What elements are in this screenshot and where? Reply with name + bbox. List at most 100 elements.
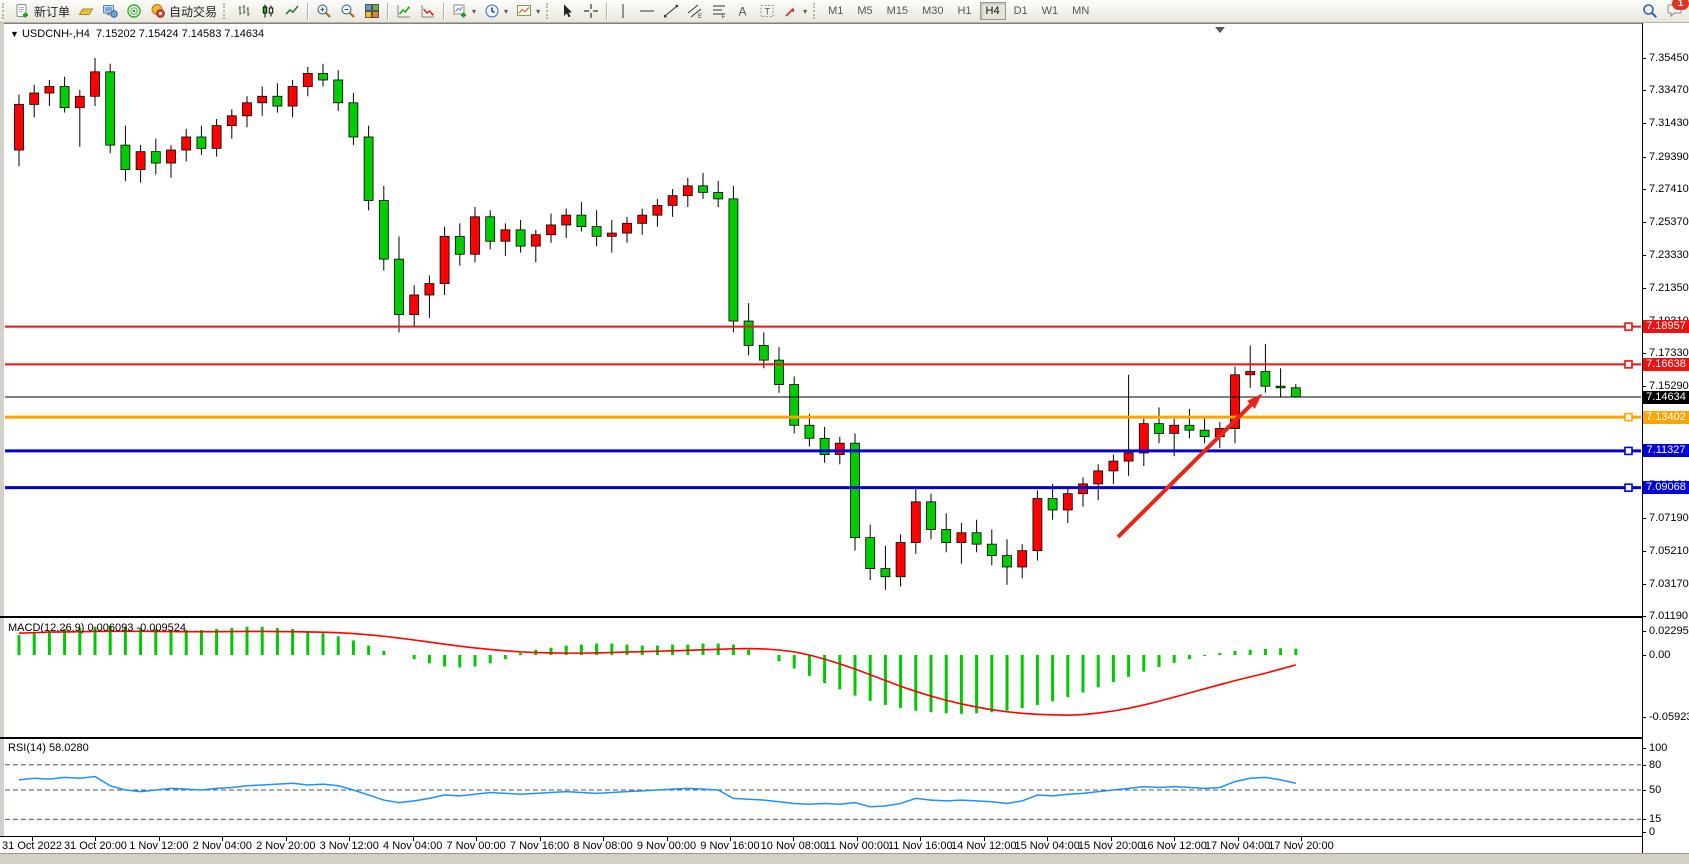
cursor-tool-button[interactable] (555, 1, 579, 21)
price-tick-label: 7.33470 (1649, 84, 1689, 97)
macd-tick-label: 0.022957 (1649, 625, 1689, 638)
toolbar-grip[interactable] (2, 3, 7, 19)
candle (485, 210, 496, 250)
new-chart-button[interactable]: ▾ (448, 1, 480, 21)
profiles-button[interactable]: ▾ (512, 1, 544, 21)
price-tick-label: 7.21350 (1649, 281, 1689, 294)
timeframe-D1[interactable]: D1 (1013, 5, 1028, 17)
main-price-pane[interactable] (5, 24, 1641, 616)
indicator-list-button[interactable] (392, 1, 416, 21)
toolbar-grip[interactable] (546, 3, 551, 19)
time-axis[interactable] (0, 837, 1689, 853)
bar-chart-button[interactable] (232, 1, 256, 21)
horizontal-line[interactable] (5, 322, 1641, 331)
dropdown-caret-icon: ▾ (504, 6, 509, 16)
time-tick-mark (539, 837, 541, 841)
price-tick-label: 7.15290 (1649, 380, 1689, 393)
fibonacci-tool-button[interactable]: F (707, 1, 731, 21)
sonar-button[interactable] (122, 1, 146, 21)
text-tool-button[interactable]: A (731, 1, 755, 21)
timeframe-M15[interactable]: M15 (886, 5, 909, 17)
sonar-icon (127, 4, 141, 18)
time-label: 9 Nov 00:00 (636, 840, 697, 852)
toolbar-grip[interactable] (223, 3, 228, 19)
price-axis[interactable] (1642, 23, 1689, 853)
candle (150, 138, 161, 175)
price-line-label[interactable]: 7.16638 (1643, 357, 1689, 371)
auto-trading-button[interactable]: 自动交易 (146, 1, 221, 21)
horizontal-line[interactable] (5, 446, 1641, 456)
timeframe-MN[interactable]: MN (1072, 5, 1090, 17)
price-tick-label: 7.29390 (1649, 150, 1689, 163)
tile-windows-button[interactable] (360, 1, 384, 21)
timeframe-H4[interactable]: H4 (979, 2, 1006, 20)
pane-separator[interactable] (0, 737, 1689, 739)
indicator-window-button[interactable] (416, 1, 440, 21)
periods-button[interactable]: ▾ (480, 1, 512, 21)
timeframe-H1[interactable]: H1 (957, 5, 972, 17)
timeframe-M30[interactable]: M30 (922, 5, 944, 17)
timeframe-M1[interactable]: M1 (828, 5, 844, 17)
text-label-tool-button[interactable]: T (755, 1, 779, 21)
time-tick-mark (285, 837, 287, 841)
time-label: 15 Nov 04:00 (1014, 840, 1080, 852)
quotes-gold-icon (78, 8, 94, 15)
line-chart-icon (285, 5, 299, 15)
new-order-button[interactable]: 新订单 (11, 1, 74, 21)
candle (576, 202, 587, 232)
time-label: 8 Nov 08:00 (573, 840, 633, 852)
time-tick-mark (1110, 837, 1112, 841)
arrows-tool-button[interactable]: ▾ (779, 1, 811, 21)
chart-window[interactable] (4, 23, 1689, 854)
rsi-tick-mark (1642, 819, 1646, 821)
macd-pane[interactable] (5, 618, 1641, 736)
chart-title-caret-icon[interactable]: ▼ (10, 29, 19, 39)
candle (74, 89, 85, 147)
time-tick-mark (856, 837, 858, 841)
crosshair-tool-button[interactable] (579, 1, 603, 21)
candle (166, 145, 176, 178)
time-label: 11 Nov 00:00 (824, 840, 890, 852)
candle (226, 109, 237, 139)
quotes-button[interactable] (74, 1, 98, 21)
zoom-in-button[interactable] (312, 1, 336, 21)
candle (29, 84, 40, 118)
price-line-label[interactable]: 7.11327 (1643, 444, 1689, 458)
search-icon[interactable] (1642, 3, 1658, 19)
price-line-label[interactable]: 7.13402 (1643, 410, 1689, 424)
price-tick-mark (1642, 583, 1646, 585)
chart-shift-marker-icon[interactable] (1215, 27, 1225, 33)
price-line-label[interactable]: 7.09068 (1643, 481, 1689, 495)
candle (470, 207, 480, 263)
time-label: 31 Oct 2022 (2, 840, 62, 852)
horizontal-line[interactable] (5, 412, 1641, 422)
notifications-button[interactable]: 1 (1666, 0, 1689, 21)
line-chart-button[interactable] (280, 1, 304, 21)
toolbar-grip[interactable] (813, 3, 818, 19)
price-line-label[interactable]: 7.18957 (1643, 320, 1689, 334)
vertical-line-tool-button[interactable] (611, 1, 635, 21)
candle (986, 529, 997, 566)
timeframe-M5[interactable]: M5 (857, 5, 873, 17)
price-line-label[interactable]: 7.14634 (1643, 390, 1689, 404)
rsi-pane[interactable] (5, 739, 1641, 835)
zoom-out-icon (341, 4, 355, 18)
candle (424, 275, 435, 318)
candlestick-chart-button[interactable] (256, 1, 280, 21)
horizontal-line[interactable] (5, 483, 1641, 492)
zoom-out-button[interactable] (336, 1, 360, 21)
periods-clock-icon (485, 4, 499, 18)
horizontal-line-tool-button[interactable] (635, 1, 659, 21)
candle (728, 185, 739, 333)
trendline-tool-button[interactable] (659, 1, 683, 21)
candle (1290, 384, 1301, 398)
timeframe-W1[interactable]: W1 (1041, 5, 1059, 17)
trend-arrow[interactable] (1116, 393, 1263, 539)
equidistant-channel-tool-button[interactable]: E (683, 1, 707, 21)
pane-separator[interactable] (0, 616, 1689, 618)
macd-tick-mark (1642, 631, 1646, 633)
time-label: 9 Nov 16:00 (700, 840, 760, 852)
terminal-button[interactable] (98, 1, 122, 21)
horizontal-line[interactable] (5, 360, 1641, 369)
